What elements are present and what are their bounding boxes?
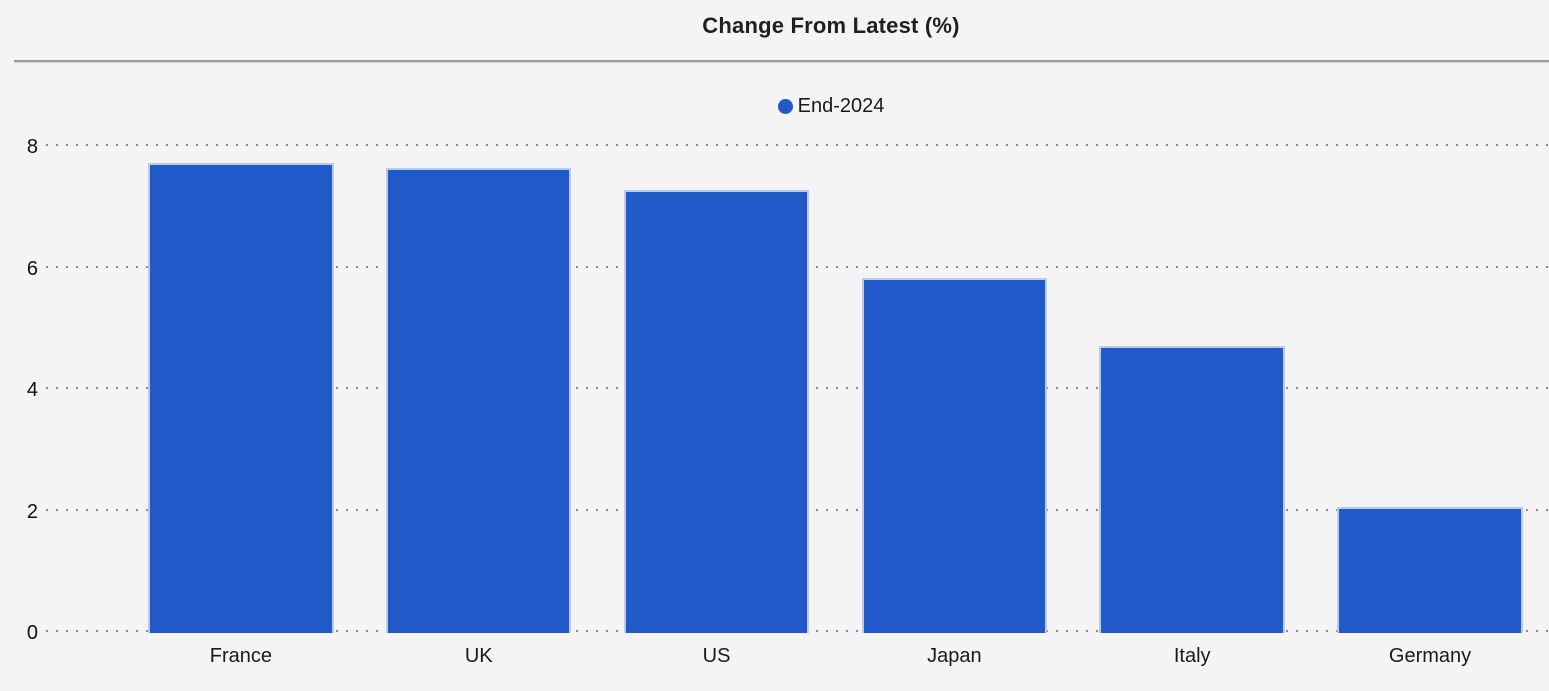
bar-germany[interactable] (1337, 507, 1523, 633)
legend-label: End-2024 (797, 94, 885, 117)
y-tick-label-8: 8 (26, 136, 38, 158)
bar-japan[interactable] (861, 278, 1048, 633)
bar-band-uk (360, 147, 598, 633)
x-tick-label-france: France (209, 645, 273, 667)
bar-band-germany (1311, 147, 1549, 633)
y-tick-label-4: 4 (26, 379, 38, 401)
bar-band-italy (1073, 147, 1311, 633)
bar-france[interactable] (148, 163, 334, 633)
x-tick-label-italy: Italy (1173, 645, 1211, 667)
y-tick-label-6: 6 (26, 257, 38, 280)
x-tick-label-germany: Germany (1388, 645, 1472, 667)
x-axis: France UK US Japan Italy Germany (122, 645, 1549, 668)
x-tick-label-uk: UK (464, 645, 493, 667)
y-tick-label-0: 0 (26, 622, 38, 644)
bar-band-france (122, 147, 360, 633)
chart-title: Change From Latest (%) (702, 13, 960, 38)
bar-band-japan (835, 147, 1073, 633)
bar-uk[interactable] (385, 168, 572, 633)
bar-band-us (598, 147, 836, 633)
x-tick-label-japan: Japan (927, 645, 982, 667)
y-tick-label-2: 2 (26, 500, 38, 523)
bar-italy[interactable] (1099, 346, 1285, 633)
legend-marker-icon (777, 98, 793, 114)
gridline-y-8 (46, 144, 1549, 146)
bar-series-end-2024 (122, 147, 1549, 633)
bar-us[interactable] (623, 189, 810, 633)
plot-area: 0 2 4 6 8 France UK US Japan Italy Germany (0, 137, 1549, 667)
title-divider (14, 60, 1549, 63)
legend-item-end-2024[interactable]: End-2024 (113, 92, 1549, 120)
x-tick-label-us: US (702, 645, 731, 667)
